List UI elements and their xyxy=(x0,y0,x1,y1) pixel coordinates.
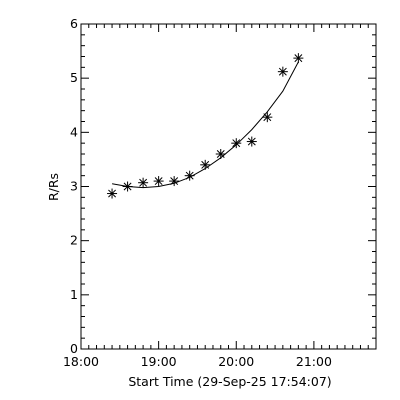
data-point xyxy=(138,177,149,188)
data-point-stroke xyxy=(170,177,179,186)
data-point xyxy=(122,181,133,192)
data-point xyxy=(200,159,211,170)
data-point xyxy=(169,176,180,187)
y-tick-label: 0 xyxy=(70,341,78,356)
data-points xyxy=(107,53,304,199)
y-tick-label: 5 xyxy=(70,70,78,85)
y-tick-label: 3 xyxy=(70,179,78,194)
y-tick-label: 2 xyxy=(70,233,78,248)
data-point-stroke xyxy=(263,113,272,122)
data-point xyxy=(277,66,288,77)
data-point-stroke xyxy=(123,182,132,191)
data-point xyxy=(215,149,226,159)
x-axis-label: Start Time (29-Sep-25 17:54:07) xyxy=(128,374,331,389)
data-point-stroke xyxy=(108,189,117,198)
axis-tick-labels: 0 1 2 3 4 5 6 18:00 19:00 20:00 21:00 xyxy=(63,16,332,369)
data-point-stroke xyxy=(139,178,148,187)
data-point xyxy=(107,188,118,199)
data-point-stroke xyxy=(247,137,256,146)
data-point xyxy=(246,136,257,147)
y-tick-label: 6 xyxy=(70,16,78,31)
data-point-stroke xyxy=(185,171,194,180)
data-point-stroke xyxy=(216,150,225,158)
axis-ticks xyxy=(80,23,376,350)
data-point-stroke xyxy=(201,160,210,169)
y-axis-label: R/Rs xyxy=(46,173,61,201)
x-tick-label: 21:00 xyxy=(296,354,332,369)
data-point-stroke xyxy=(154,177,163,186)
data-point xyxy=(293,53,304,64)
data-point-stroke xyxy=(278,67,287,76)
y-tick-label: 4 xyxy=(70,124,78,139)
data-point xyxy=(231,138,242,149)
data-point-stroke xyxy=(232,139,241,148)
data-point xyxy=(153,176,164,187)
data-point xyxy=(262,112,273,123)
x-tick-label: 20:00 xyxy=(218,354,254,369)
x-tick-label: 19:00 xyxy=(141,354,177,369)
x-tick-label: 18:00 xyxy=(63,354,99,369)
y-tick-label: 1 xyxy=(70,287,78,302)
data-point xyxy=(184,170,195,181)
data-point-stroke xyxy=(294,54,303,63)
